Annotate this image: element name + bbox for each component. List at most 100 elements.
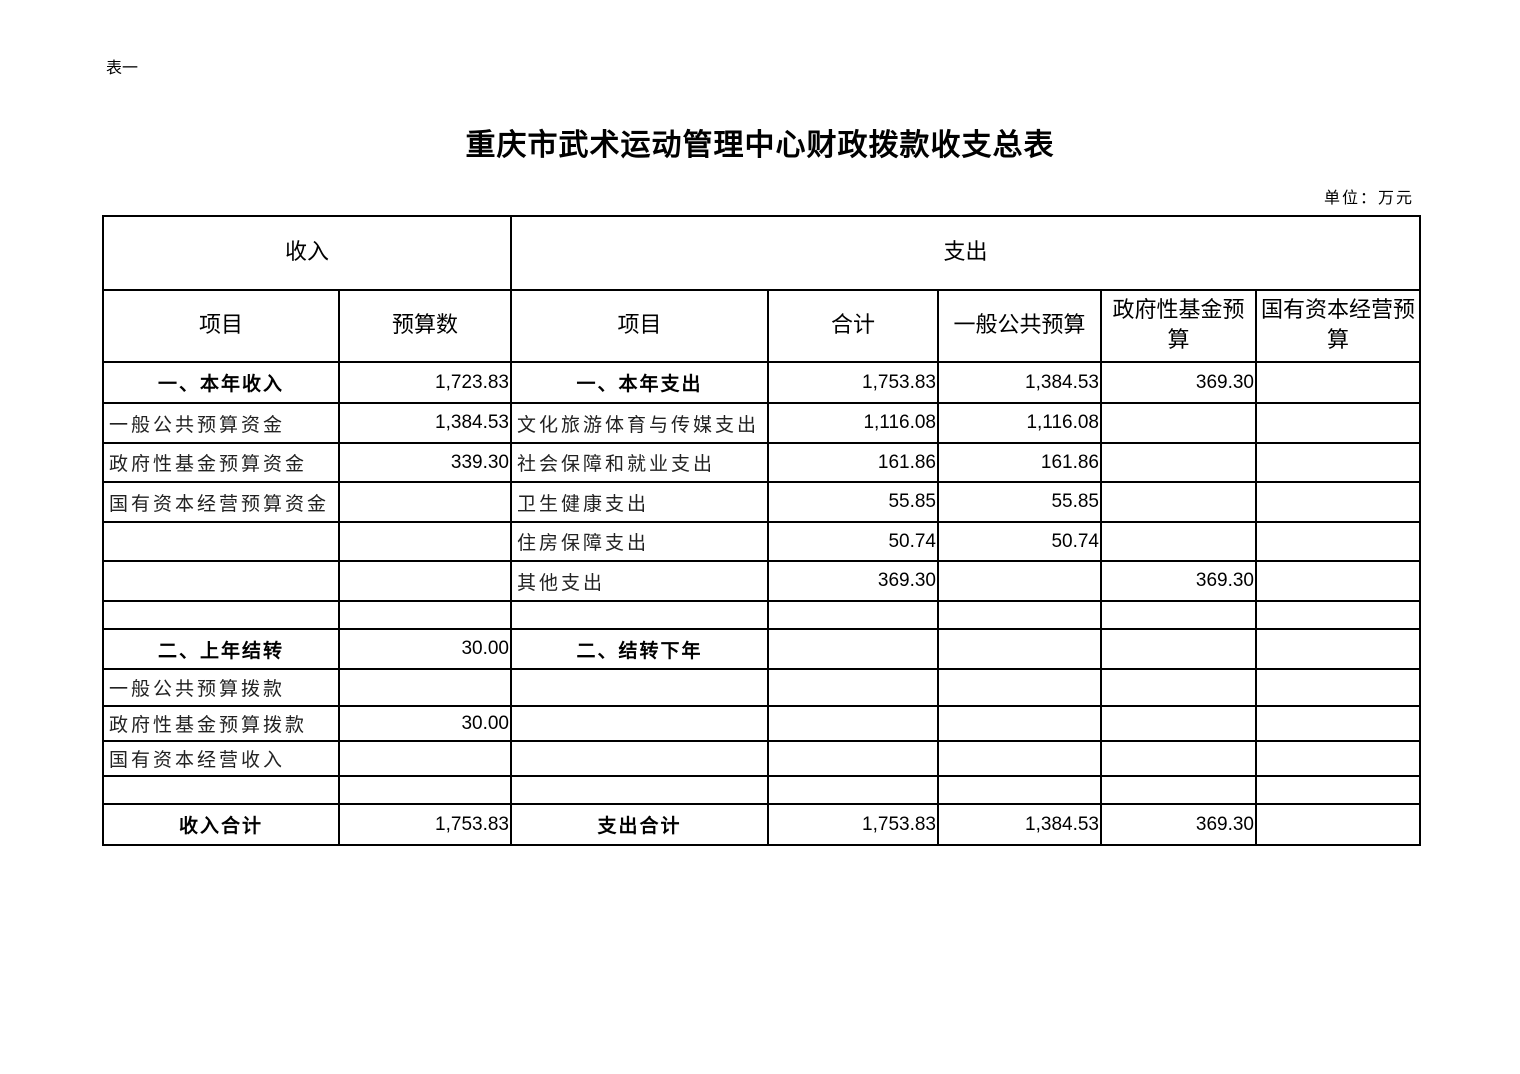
item-cell <box>102 775 340 805</box>
item-cell <box>510 740 769 777</box>
amount-cell <box>937 775 1102 805</box>
amount-cell <box>1100 628 1257 670</box>
amount-cell: 1,723.83 <box>338 361 512 404</box>
item-cell <box>102 560 340 602</box>
amount-cell <box>1100 775 1257 805</box>
amount-cell: 1,753.83 <box>767 803 939 846</box>
amount-cell <box>1100 740 1257 777</box>
column-header-row: 项目 预算数 项目 合计 一般公共预算 政府性基金预算 国有资本经营预算 <box>102 289 1421 363</box>
amount-cell: 369.30 <box>1100 560 1257 602</box>
amount-cell: 1,116.08 <box>937 402 1102 444</box>
amount-cell <box>937 560 1102 602</box>
amount-cell: 369.30 <box>767 560 939 602</box>
amount-cell <box>1255 402 1421 444</box>
amount-cell <box>1255 361 1421 404</box>
item-cell: 国有资本经营收入 <box>102 740 340 777</box>
table-row: 二、上年结转 30.00 二、结转下年 <box>102 628 1421 670</box>
amount-cell <box>1100 600 1257 630</box>
group-header-row: 收入 支出 <box>102 215 1421 291</box>
table-row: 一般公共预算资金 1,384.53 文化旅游体育与传媒支出 1,116.08 1,116… <box>102 402 1421 444</box>
table-tag: 表一 <box>106 58 139 77</box>
expense-header: 支出 <box>510 215 1421 291</box>
item-cell: 二、上年结转 <box>102 628 340 670</box>
amount-cell: 161.86 <box>767 442 939 483</box>
amount-cell <box>767 668 939 707</box>
table-row: 其他支出 369.30 369.30 <box>102 560 1421 602</box>
column-header: 项目 <box>102 289 340 363</box>
amount-cell <box>1255 628 1421 670</box>
amount-cell: 161.86 <box>937 442 1102 483</box>
table-row: 住房保障支出 50.74 50.74 <box>102 521 1421 562</box>
amount-cell <box>767 600 939 630</box>
amount-cell <box>767 628 939 670</box>
column-header: 政府性基金预算 <box>1100 289 1257 363</box>
amount-cell <box>338 775 512 805</box>
amount-cell: 55.85 <box>767 481 939 523</box>
item-cell: 其他支出 <box>510 560 769 602</box>
item-cell: 收入合计 <box>102 803 340 846</box>
amount-cell <box>1100 402 1257 444</box>
item-cell: 一般公共预算拨款 <box>102 668 340 707</box>
item-cell: 一、本年支出 <box>510 361 769 404</box>
amount-cell <box>937 705 1102 742</box>
column-header: 一般公共预算 <box>937 289 1102 363</box>
page-title: 重庆市武术运动管理中心财政拨款收支总表 <box>465 128 1055 163</box>
amount-cell: 50.74 <box>937 521 1102 562</box>
item-cell: 住房保障支出 <box>510 521 769 562</box>
amount-cell: 30.00 <box>338 705 512 742</box>
amount-cell <box>1100 521 1257 562</box>
item-cell: 二、结转下年 <box>510 628 769 670</box>
amount-cell <box>1255 668 1421 707</box>
item-cell <box>510 775 769 805</box>
amount-cell: 1,384.53 <box>937 803 1102 846</box>
amount-cell: 55.85 <box>937 481 1102 523</box>
column-header: 合计 <box>767 289 939 363</box>
amount-cell <box>767 705 939 742</box>
item-cell <box>102 521 340 562</box>
item-cell <box>102 600 340 630</box>
item-cell <box>510 705 769 742</box>
amount-cell: 1,753.83 <box>338 803 512 846</box>
table-row: 国有资本经营预算资金 卫生健康支出 55.85 55.85 <box>102 481 1421 523</box>
amount-cell: 1,384.53 <box>338 402 512 444</box>
column-header: 预算数 <box>338 289 512 363</box>
item-cell: 政府性基金预算拨款 <box>102 705 340 742</box>
amount-cell <box>937 740 1102 777</box>
item-cell: 社会保障和就业支出 <box>510 442 769 483</box>
amount-cell: 369.30 <box>1100 361 1257 404</box>
amount-cell <box>767 775 939 805</box>
income-header: 收入 <box>102 215 512 291</box>
amount-cell: 1,384.53 <box>937 361 1102 404</box>
amount-cell <box>338 668 512 707</box>
item-cell: 支出合计 <box>510 803 769 846</box>
amount-cell: 1,753.83 <box>767 361 939 404</box>
amount-cell <box>1255 560 1421 602</box>
amount-cell: 369.30 <box>1100 803 1257 846</box>
amount-cell <box>1100 705 1257 742</box>
amount-cell <box>338 560 512 602</box>
amount-cell: 50.74 <box>767 521 939 562</box>
table-row <box>102 600 1421 630</box>
unit-label: 单位：万元 <box>1323 188 1414 207</box>
item-cell: 文化旅游体育与传媒支出 <box>510 402 769 444</box>
item-cell: 卫生健康支出 <box>510 481 769 523</box>
amount-cell <box>338 521 512 562</box>
amount-cell: 1,116.08 <box>767 402 939 444</box>
amount-cell <box>1255 481 1421 523</box>
amount-cell <box>1100 442 1257 483</box>
amount-cell <box>338 740 512 777</box>
table-row: 一、本年收入 1,723.83 一、本年支出 1,753.83 1,384.53 369.… <box>102 361 1421 404</box>
table-row: 收入合计 1,753.83 支出合计 1,753.83 1,384.53 369.30 <box>102 803 1421 846</box>
amount-cell <box>1255 775 1421 805</box>
amount-cell <box>338 600 512 630</box>
amount-cell <box>1255 442 1421 483</box>
budget-table: 收入 支出 项目 预算数 项目 合计 一般公共预算 政府性基金预算 国有资本经营预算 一、本… <box>102 215 1421 846</box>
table-row: 政府性基金预算拨款 30.00 <box>102 705 1421 742</box>
item-cell <box>510 600 769 630</box>
column-header: 项目 <box>510 289 769 363</box>
table-row <box>102 775 1421 805</box>
amount-cell <box>1255 803 1421 846</box>
amount-cell: 339.30 <box>338 442 512 483</box>
amount-cell <box>1100 481 1257 523</box>
